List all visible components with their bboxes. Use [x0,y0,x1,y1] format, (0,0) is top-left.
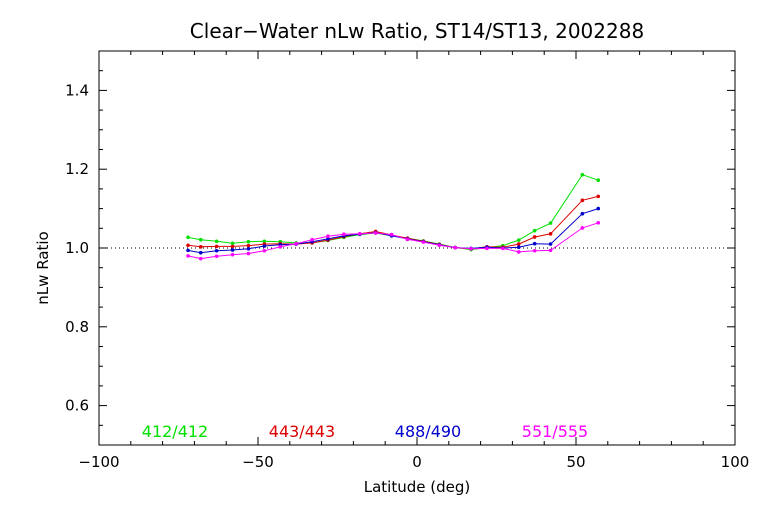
data-point [294,241,298,246]
data-point [198,250,203,255]
y-tick-label: 0.8 [65,318,89,336]
data-point [186,248,190,253]
data-point [469,246,473,251]
series-line [187,195,599,250]
data-point [230,244,235,249]
data-point [516,250,521,254]
data-point [548,221,553,225]
data-point [453,245,457,250]
data-point [230,248,235,252]
data-point [342,232,346,237]
legend-entry: 551/555 [522,422,588,441]
data-point [186,254,190,258]
data-point [278,245,283,249]
data-point [246,251,251,256]
data-point [580,226,585,230]
legend-entry: 412/412 [142,422,208,441]
data-point [246,239,251,244]
data-point [214,244,219,249]
data-point [596,194,601,199]
data-point [262,244,267,248]
data-point [548,242,553,246]
data-point [230,252,235,257]
y-tick-label: 1.0 [65,239,89,257]
data-point [532,241,537,246]
data-point [326,237,330,241]
x-tick-label: 0 [412,453,422,471]
data-point [516,242,521,246]
data-point [596,178,601,183]
y-tick-label: 1.4 [65,81,89,99]
x-axis-label: Latitude (deg) [364,478,470,496]
x-tick-label: 100 [721,453,750,471]
y-tick-label: 1.2 [65,160,89,178]
data-point [357,232,362,236]
x-tick-label: −50 [242,453,274,471]
data-point [532,228,537,233]
data-point [405,237,410,242]
data-point [516,245,521,250]
data-point [198,256,203,261]
data-point [389,232,394,237]
data-point [246,246,251,251]
data-point [198,237,203,242]
data-point [580,172,585,177]
data-point [262,239,267,244]
series-line [187,174,599,251]
y-tick-label: 0.6 [65,397,89,415]
data-point [262,248,267,253]
x-tick-label: 50 [566,453,585,471]
data-point [214,248,219,253]
legend-entry: 443/443 [269,422,335,441]
data-point [580,198,585,203]
data-point [198,245,203,249]
x-tick-label: −100 [78,453,119,471]
data-point [214,254,219,259]
data-point [326,234,330,238]
data-point [532,235,537,239]
data-point [214,239,219,244]
legend-entry: 488/490 [395,422,461,441]
y-axis-label: nLw Ratio [34,231,52,304]
data-point [516,238,521,242]
data-point [246,243,251,248]
data-point [485,246,489,251]
data-point [230,241,235,246]
data-point [501,246,505,251]
data-point [421,240,426,244]
data-point [186,235,190,240]
data-point [186,243,190,248]
data-point [580,211,585,216]
data-point [437,243,442,248]
series-line [187,222,599,260]
chart-title: Clear−Water nLw Ratio, ST14/ST13, 200228… [190,19,644,43]
data-point [548,232,553,236]
data-point [596,220,601,225]
data-point [310,237,314,242]
data-point [548,248,553,253]
data-point [373,231,378,235]
data-point [532,248,537,253]
data-point [596,206,601,211]
